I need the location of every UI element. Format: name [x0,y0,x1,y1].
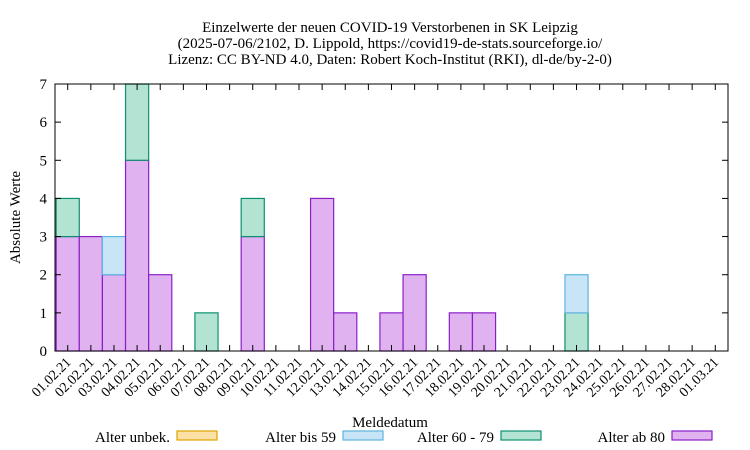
x-axis: 01.02.2102.02.2103.02.2104.02.2105.02.21… [29,84,722,400]
bar-04.02.21-series-0 [124,159,150,352]
legend-swatch [342,430,384,441]
bar-04.02.21-series-1 [124,83,150,161]
bar-03.02.21-series-0 [101,274,127,352]
legend-label: Alter 60 - 79 [417,430,494,446]
legend-swatch [500,430,542,441]
bar-02.02.21-series-0 [78,235,104,352]
bar-09.02.21-series-1 [240,197,265,238]
y-tick-label: 7 [40,77,48,93]
bar-16.02.21-series-0 [402,274,427,352]
y-tick-label: 2 [40,268,48,284]
legend-swatch [176,430,218,441]
y-tick-label: 3 [40,230,48,246]
y-tick-label: 1 [40,306,48,322]
title-line-2: (2025-07-06/2102, D. Lippold, https://co… [178,36,603,52]
chart-title: Einzelwerte der neuen COVID-19 Verstorbe… [168,20,612,68]
y-tick-label: 6 [40,115,48,131]
y-axis-label: Absolute Werte [8,171,24,264]
bar-23.02.21-series-2 [564,274,589,314]
legend: Alter unbek. Alter bis 59 Alter 60 - 79 Alt… [95,430,713,446]
y-tick-label: 4 [40,191,48,207]
legend-swatch [671,430,713,441]
bar-09.02.21-series-0 [240,235,265,352]
bars [55,83,589,352]
bar-01.02.21-series-0 [55,235,80,352]
y-tick-label: 5 [40,153,48,169]
bar-05.02.21-series-0 [148,274,173,352]
title-line-1: Einzelwerte der neuen COVID-19 Verstorbe… [202,20,578,36]
legend-label: Alter unbek. [95,430,170,446]
bar-01.02.21-series-1 [55,197,80,238]
bar-03.02.21-series-2 [101,235,127,276]
y-axis: 0 1 2 3 4 5 6 7 [40,77,728,360]
title-line-3: Lizenz: CC BY-ND 4.0, Daten: Robert Koch… [168,52,612,68]
bar-12.02.21-series-0 [309,197,335,352]
x-axis-label: Meldedatum [352,415,428,431]
y-tick-label: 0 [40,344,48,360]
legend-label: Alter bis 59 [265,430,336,446]
legend-label: Alter ab 80 [598,430,665,446]
